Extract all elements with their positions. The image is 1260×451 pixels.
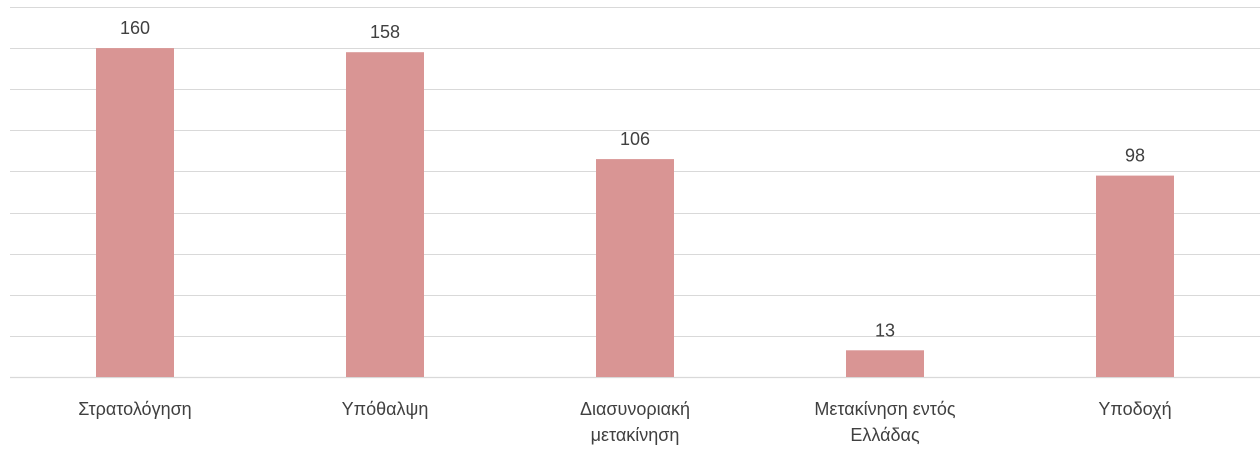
bar — [846, 350, 924, 377]
data-label: 13 — [875, 320, 895, 340]
data-labels: 160 158 106 13 98 — [120, 18, 1145, 340]
bars — [96, 48, 1174, 377]
data-label: 160 — [120, 18, 150, 38]
category-label-line: Υποδοχή — [1098, 399, 1171, 419]
category-label-line: Ελλάδας — [850, 425, 920, 445]
category-label: Υπόθαλψη — [342, 399, 429, 419]
category-label-line: Διασυνοριακή — [580, 399, 690, 419]
data-label: 158 — [370, 22, 400, 42]
category-label: Διασυνοριακή μετακίνηση — [580, 399, 690, 445]
bar — [596, 159, 674, 377]
category-label: Μετακίνηση εντός Ελλάδας — [814, 399, 956, 445]
category-label-line: Στρατολόγηση — [78, 399, 191, 419]
bar — [1096, 175, 1174, 377]
category-label-line: μετακίνηση — [591, 425, 680, 445]
category-label: Στρατολόγηση — [78, 399, 191, 419]
bar — [96, 48, 174, 377]
bar — [346, 52, 424, 377]
category-label-line: Μετακίνηση εντός — [814, 399, 956, 419]
data-label: 98 — [1125, 146, 1145, 166]
category-label: Υποδοχή — [1098, 399, 1171, 419]
data-label: 106 — [620, 129, 650, 149]
category-labels: Στρατολόγηση Υπόθαλψη Διασυνοριακή μετακίνη… — [78, 399, 1171, 445]
category-label-line: Υπόθαλψη — [342, 399, 429, 419]
